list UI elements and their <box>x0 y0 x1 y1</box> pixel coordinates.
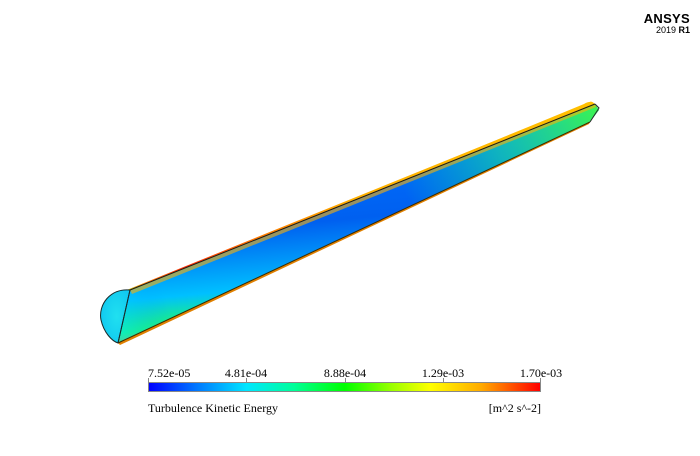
colorbar-title: Turbulence Kinetic Energy <box>148 401 278 415</box>
colorbar-gradient <box>148 382 541 392</box>
colorbar-tick-label: 1.29e-03 <box>421 366 465 380</box>
logo-version: 2019 R1 <box>655 25 690 35</box>
colorbar-tick <box>443 378 444 383</box>
logo-name: ANSYS <box>643 11 690 26</box>
colorbar-tick-label: 1.70e-03 <box>519 366 563 380</box>
colorbar-tick-label: 8.88e-04 <box>323 366 367 380</box>
colorbar-tick <box>345 378 346 383</box>
colorbar-tick <box>246 378 247 383</box>
colorbar-tick-label: 7.52e-05 <box>148 366 191 380</box>
colorbar-tick <box>148 378 149 383</box>
colorbar-units: [m^2 s^-2] <box>488 401 541 415</box>
inlet-end-cap <box>100 289 131 344</box>
colorbar-tick <box>540 378 541 383</box>
colorbar-tick-label: 4.81e-04 <box>224 366 268 380</box>
colorbar-legend: 7.52e-05 4.81e-04 8.88e-04 1.29e-03 1.70… <box>148 366 562 416</box>
ansys-logo: ANSYS 2019 R1 <box>644 12 690 36</box>
